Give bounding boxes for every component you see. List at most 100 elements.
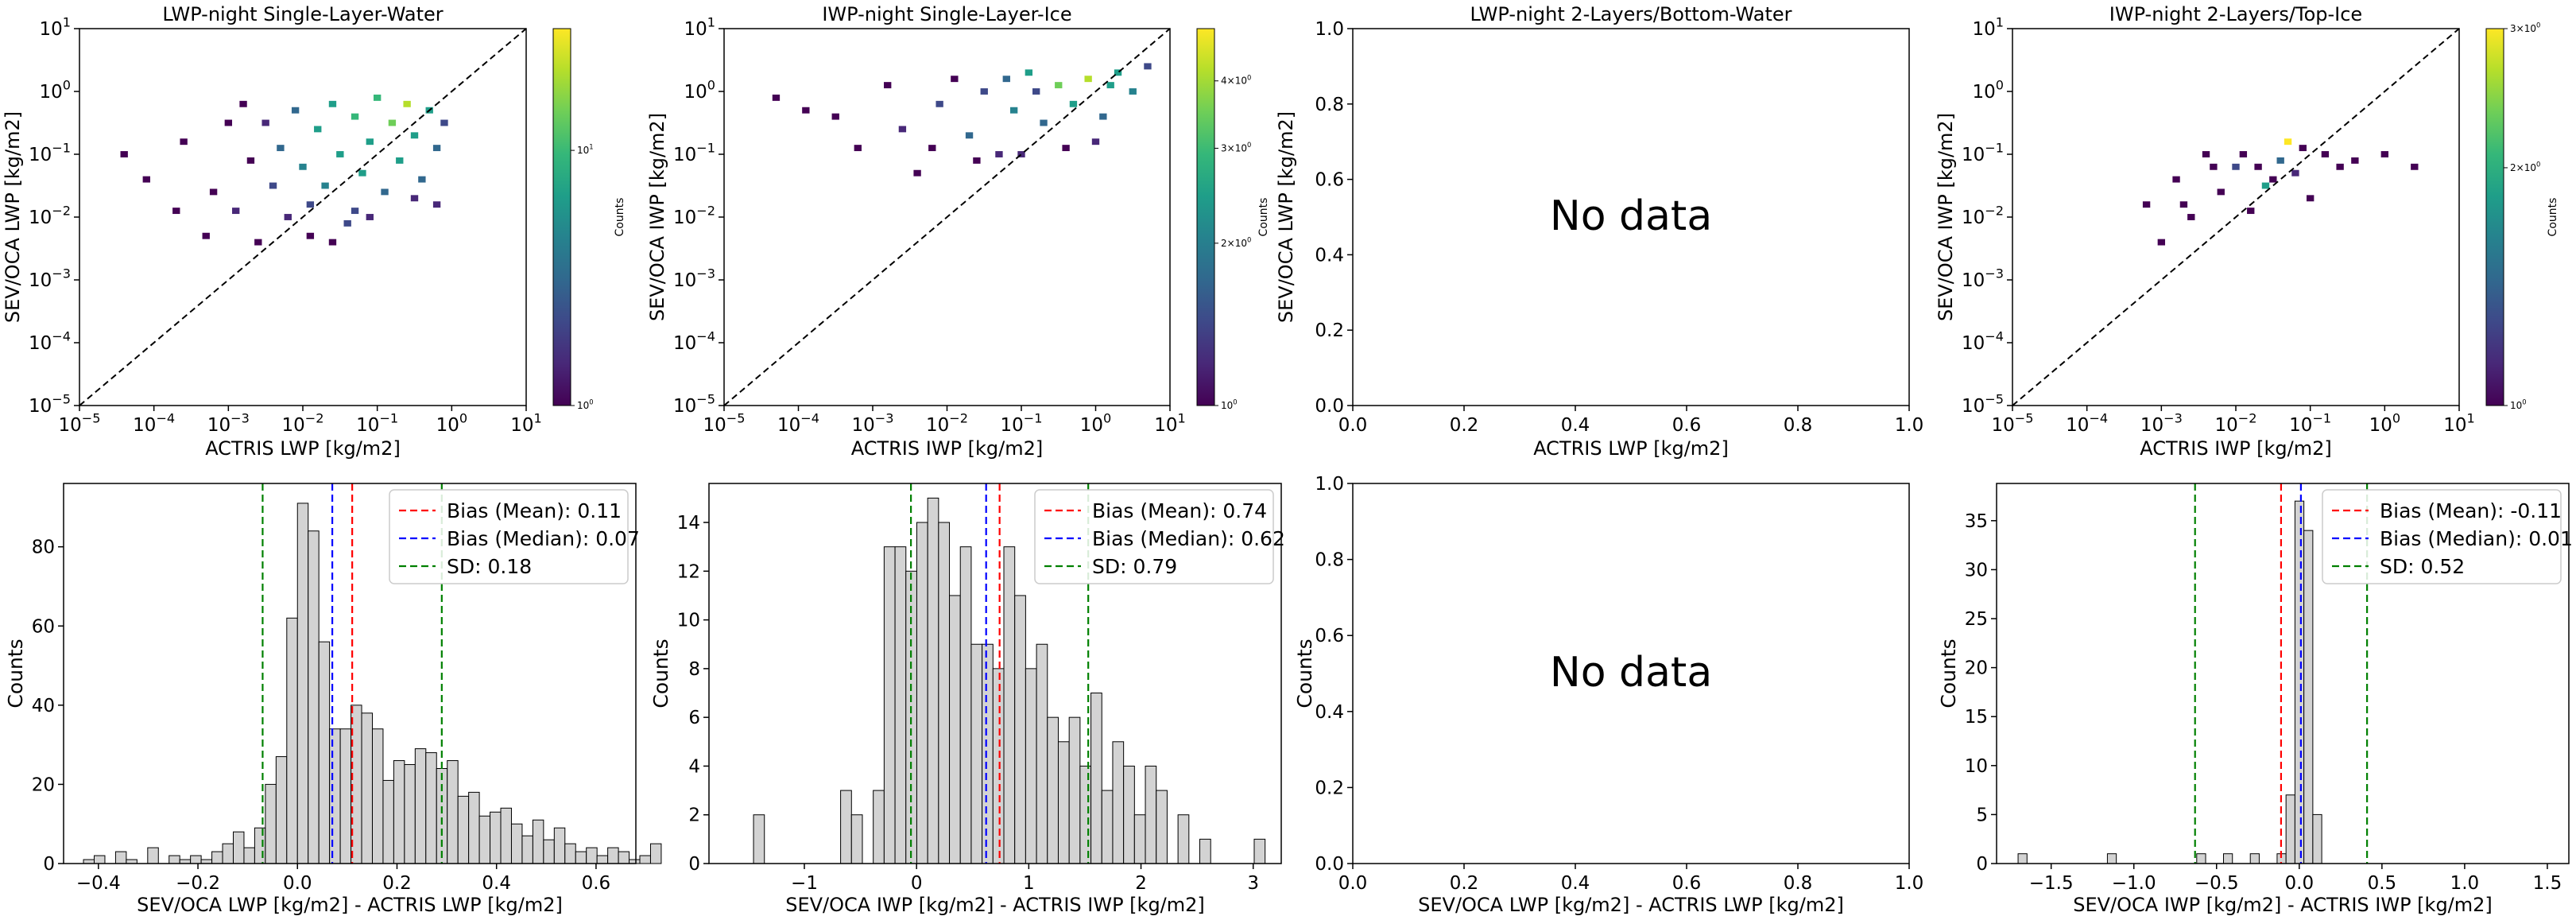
histogram-bar xyxy=(564,843,576,864)
y-axis-label: Counts xyxy=(1293,639,1316,708)
heatmap-cell xyxy=(224,119,233,126)
colorbar xyxy=(1196,28,1215,406)
histogram-bar xyxy=(1025,668,1037,864)
colorbar-label: Counts xyxy=(614,198,626,237)
y-tick-label: 10−4 xyxy=(673,329,715,354)
histogram-bar xyxy=(532,819,544,864)
histogram-bar xyxy=(1133,814,1146,864)
heatmap-cell xyxy=(246,157,255,164)
histogram-bar xyxy=(425,752,437,864)
histogram-bar xyxy=(436,768,448,864)
no-data-annotation: No data xyxy=(1550,192,1712,240)
x-axis-label: ACTRIS IWP [kg/m2] xyxy=(2140,437,2332,460)
histogram-bar xyxy=(543,839,555,864)
x-tick-label: 0.2 xyxy=(382,873,412,894)
x-tick-label: −0.5 xyxy=(2194,873,2239,894)
heatmap-cell xyxy=(2306,195,2315,202)
colorbar-tick-label: 3×100 xyxy=(1221,141,1251,153)
histogram-bar xyxy=(308,530,320,864)
histogram-frame xyxy=(1996,483,2570,864)
heatmap-cell xyxy=(396,157,404,164)
legend-mean-label: Bias (Mean): 0.11 xyxy=(447,499,622,522)
x-tick-label: 10−5 xyxy=(1991,411,2033,436)
heatmap-cell xyxy=(366,138,374,146)
heatmap-cell xyxy=(1144,63,1152,70)
y-tick-label: 8 xyxy=(688,659,700,680)
histogram-bar xyxy=(1145,765,1157,864)
y-tick-label: 35 xyxy=(1965,511,1988,532)
y-tick-label: 80 xyxy=(32,538,55,558)
legend-box xyxy=(389,489,629,584)
y-tick-label: 10−3 xyxy=(1962,266,2004,291)
histogram-bar xyxy=(361,712,373,864)
histogram-bar xyxy=(490,811,502,864)
y-axis-label: Counts xyxy=(649,639,672,708)
x-tick-label: 100 xyxy=(436,411,468,436)
y-tick-label: 0.0 xyxy=(1315,854,1344,875)
heatmap-cell xyxy=(951,76,959,83)
histogram-bar xyxy=(618,851,630,864)
y-tick-label: 0.8 xyxy=(1315,95,1344,115)
histogram-bar xyxy=(478,815,491,864)
heatmap-cell xyxy=(328,239,337,246)
x-tick-label: 1 xyxy=(1023,873,1035,894)
y-tick-label: 12 xyxy=(677,561,700,582)
heatmap-cell xyxy=(410,132,419,139)
heatmap-cell xyxy=(2187,214,2195,220)
x-tick-label: 10−1 xyxy=(1000,411,1042,436)
y-tick-label: 0.4 xyxy=(1315,702,1344,723)
heatmap-cell xyxy=(965,132,974,139)
y-tick-label: 10−5 xyxy=(29,392,71,417)
heatmap-cell xyxy=(2239,151,2248,157)
histogram-bar xyxy=(1068,716,1081,864)
heatmap-cell xyxy=(209,188,218,196)
legend-median-label: Bias (Median): 0.62 xyxy=(1092,527,1285,550)
x-tick-label: 10−3 xyxy=(2140,411,2183,436)
histogram-panel-2: Bias (Mean): 0.74 Bias (Median): 0.62 SD: … xyxy=(649,483,1285,916)
y-tick-label: 40 xyxy=(32,696,55,716)
y-tick-label: 101 xyxy=(39,15,71,40)
x-axis-label: SEV/OCA IWP [kg/m2] - ACTRIS IWP [kg/m2] xyxy=(2073,894,2493,916)
heatmap-cell xyxy=(2299,145,2307,152)
histogram-bar xyxy=(286,617,298,864)
one-to-one-line xyxy=(79,28,527,406)
histogram-bar xyxy=(575,851,587,864)
histogram-bar xyxy=(500,807,512,864)
histogram-bar xyxy=(938,522,951,864)
histogram-bar xyxy=(510,823,523,864)
colorbar-tick-label: 4×100 xyxy=(1221,73,1251,86)
heatmap-cell xyxy=(284,214,292,220)
y-tick-label: 10−4 xyxy=(29,329,71,354)
heatmap-cell xyxy=(440,119,448,126)
histogram-bar xyxy=(2106,853,2117,864)
x-tick-label: 0.6 xyxy=(1672,415,1702,436)
colorbar-tick-label: 100 xyxy=(1221,398,1238,411)
y-tick-label: 10−2 xyxy=(1962,204,2004,228)
histogram-bar xyxy=(371,728,384,864)
histogram-bar xyxy=(468,791,480,864)
heatmap-cell xyxy=(1099,113,1107,120)
histogram-bar xyxy=(1090,693,1102,864)
histogram-bar xyxy=(1112,741,1125,864)
heatmap-cell xyxy=(2142,201,2151,208)
x-axis-label: ACTRIS LWP [kg/m2] xyxy=(1533,437,1729,460)
histogram-bar xyxy=(339,728,352,864)
y-tick-label: 0.0 xyxy=(1315,396,1344,417)
y-tick-label: 5 xyxy=(1976,805,1988,825)
histogram-bar xyxy=(318,641,331,864)
heatmap-cell xyxy=(2261,182,2270,189)
y-axis-label: Counts xyxy=(1937,639,1960,708)
heatmap-cell xyxy=(299,163,307,170)
histogram-bar xyxy=(586,847,598,864)
heatmap-cell xyxy=(2284,138,2292,146)
histogram-bar xyxy=(211,851,223,864)
histogram-bar xyxy=(254,827,266,864)
x-tick-label: 0.5 xyxy=(2368,873,2397,894)
y-tick-label: 10−5 xyxy=(1962,392,2004,417)
heatmap-cell xyxy=(418,176,426,183)
heatmap-cell xyxy=(772,94,781,101)
histogram-bar xyxy=(992,668,1005,864)
heatmap-cell xyxy=(432,145,441,152)
one-to-one-line xyxy=(723,28,1171,406)
heatmap-cell xyxy=(2179,201,2188,208)
